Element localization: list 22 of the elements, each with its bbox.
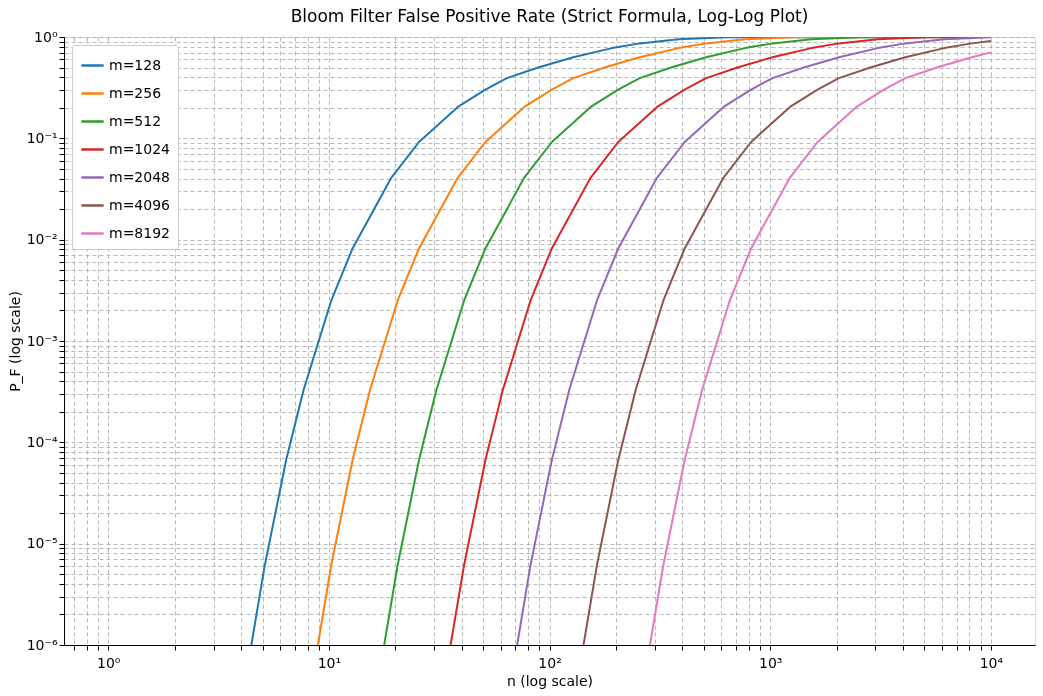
- legend-label: m=1024: [109, 140, 171, 157]
- y-tick-label: 10⁻⁵: [26, 535, 58, 552]
- legend-label: m=256: [109, 84, 162, 101]
- legend-label: m=128: [109, 56, 162, 73]
- y-tick-label: 10⁻⁶: [26, 636, 58, 653]
- y-tick-label: 10⁻²: [26, 231, 58, 248]
- y-tick-label: 10⁻³: [26, 332, 58, 349]
- x-tick-label: 10⁴: [979, 654, 1004, 671]
- y-tick-label: 10⁻¹: [26, 129, 58, 146]
- x-tick-label: 10²: [538, 654, 562, 671]
- chart-title: Bloom Filter False Positive Rate (Strict Formula, Log-Log Plot): [290, 6, 809, 26]
- legend-label: m=2048: [109, 168, 170, 185]
- legend-label: m=512: [109, 112, 162, 129]
- x-tick-label: 10³: [759, 654, 783, 671]
- x-tick-label: 10⁰: [97, 654, 121, 671]
- y-axis-title: P_F (log scale): [6, 291, 23, 392]
- x-tick-label: 10¹: [317, 654, 342, 671]
- x-axis-title: n (log scale): [506, 672, 594, 689]
- y-tick-label: 10⁰: [34, 28, 58, 45]
- legend-label: m=4096: [109, 196, 171, 213]
- legend-label: m=8192: [109, 224, 170, 241]
- y-tick-label: 10⁻⁴: [26, 433, 58, 450]
